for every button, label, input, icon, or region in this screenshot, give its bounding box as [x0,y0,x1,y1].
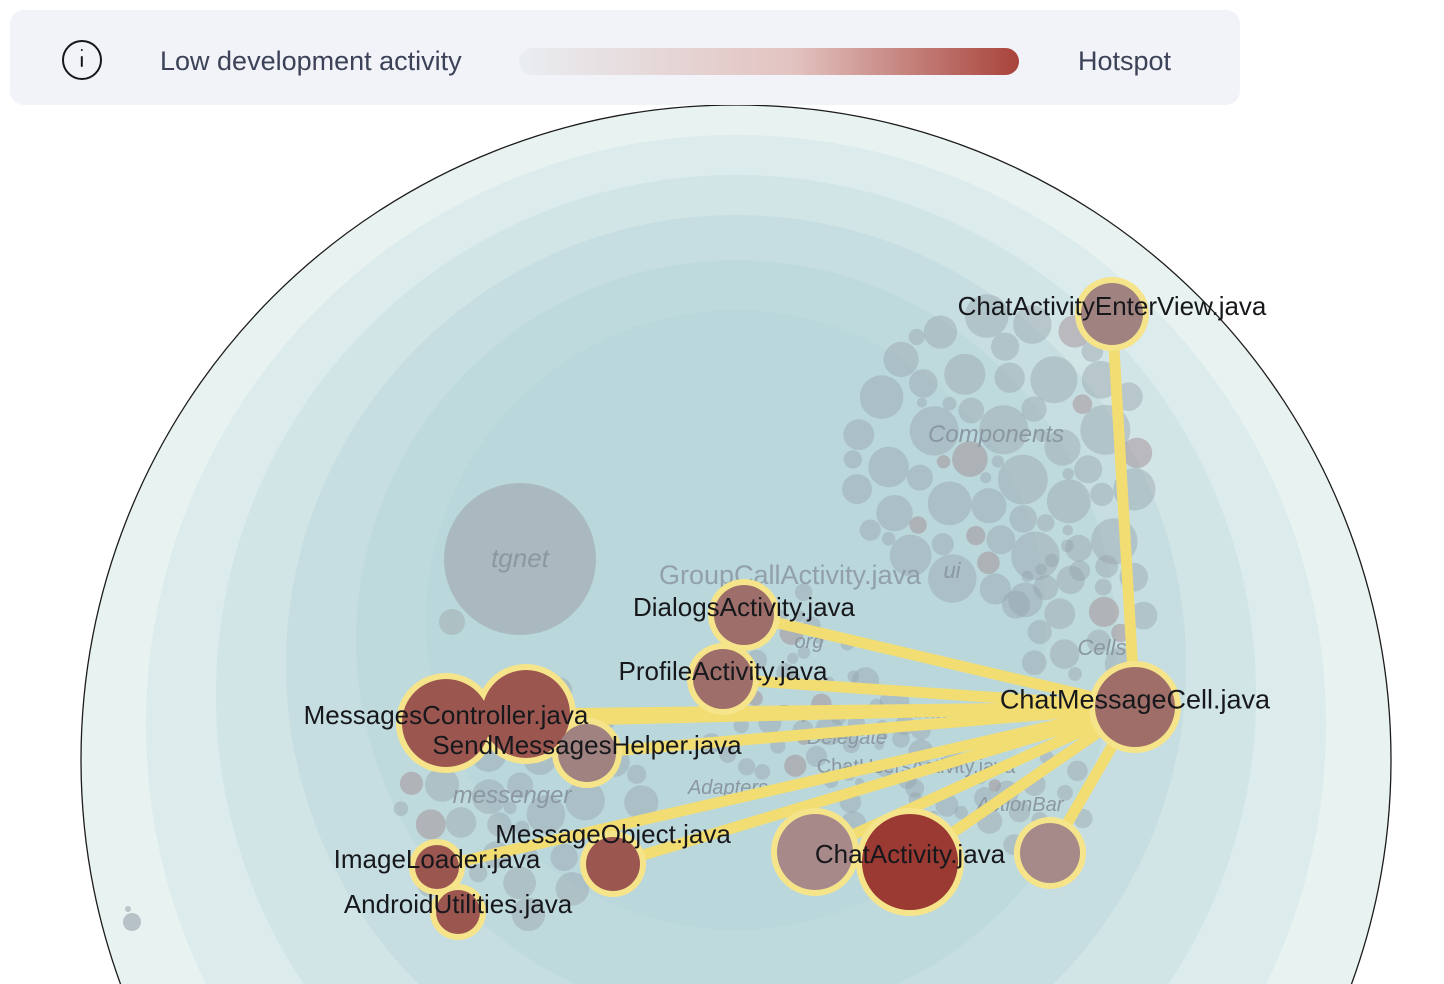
svg-text:GroupCallActivity.java: GroupCallActivity.java [659,560,922,590]
svg-text:AndroidUtilities.java: AndroidUtilities.java [344,889,573,919]
svg-text:ChatMessageCell.java: ChatMessageCell.java [1000,685,1271,715]
svg-text:Components: Components [928,421,1064,448]
svg-text:MessagesController.java: MessagesController.java [304,700,589,730]
svg-text:DialogsActivity.java: DialogsActivity.java [633,592,856,622]
svg-text:ui: ui [943,558,961,583]
svg-text:SendMessagesHelper.java: SendMessagesHelper.java [432,730,742,760]
svg-text:ChatActivity.java: ChatActivity.java [815,839,1006,869]
svg-text:messenger: messenger [453,782,573,809]
svg-text:Cells: Cells [1078,635,1127,660]
svg-text:ChatActivityEnterView.java: ChatActivityEnterView.java [958,291,1267,321]
svg-text:tgnet: tgnet [491,543,551,573]
svg-text:ProfileActivity.java: ProfileActivity.java [618,656,828,686]
svg-text:MessageObject.java: MessageObject.java [495,819,731,849]
